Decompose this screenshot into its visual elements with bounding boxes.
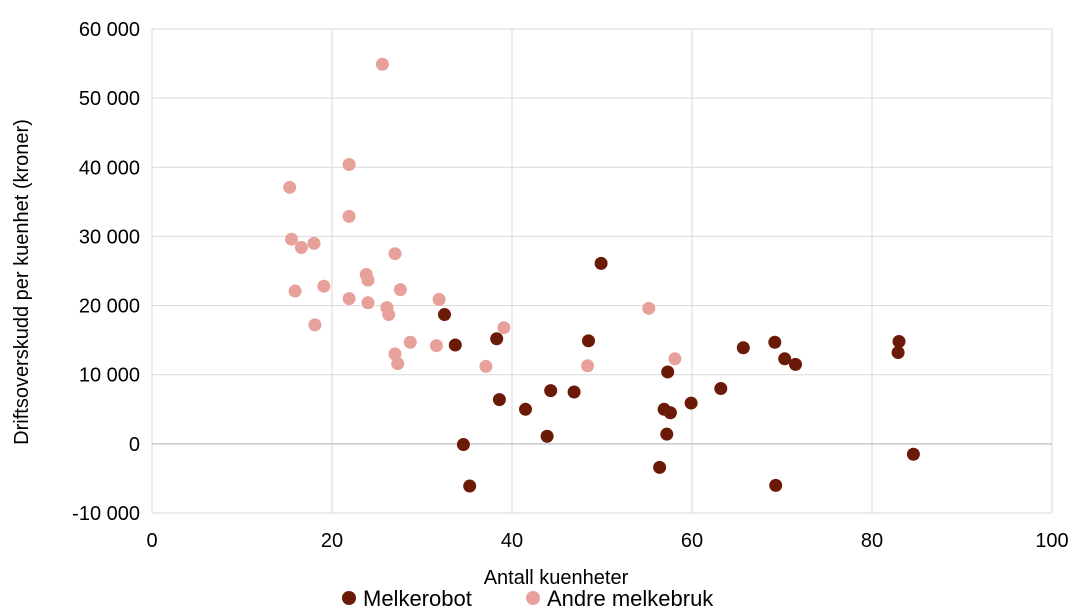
point-melkerobot	[594, 256, 608, 270]
point-andre-melkebruk	[361, 273, 375, 287]
point-melkerobot	[769, 478, 783, 492]
point-melkerobot	[456, 438, 470, 452]
legend-label-andre-melkebruk: Andre melkebruk	[547, 586, 714, 608]
point-andre-melkebruk	[342, 292, 356, 306]
point-andre-melkebruk	[479, 359, 493, 373]
point-melkerobot	[492, 393, 506, 407]
point-melkerobot	[519, 402, 532, 416]
point-melkerobot	[778, 352, 792, 366]
x-tick-label: 60	[681, 530, 703, 552]
point-melkerobot	[892, 335, 906, 349]
point-melkerobot	[653, 460, 667, 474]
point-andre-melkebruk	[317, 279, 331, 293]
legend-label-melkerobot: Melkerobot	[363, 586, 472, 608]
point-andre-melkebruk	[432, 292, 446, 306]
data-points	[283, 57, 920, 493]
point-andre-melkebruk	[308, 318, 322, 332]
y-axis-tick-labels: -10 000 0 10 000 20 000 30 000 40 000 50 000 60…	[72, 19, 140, 525]
y-tick-label: 60 000	[79, 19, 140, 41]
point-andre-melkebruk	[288, 284, 302, 298]
x-tick-label: 100	[1035, 530, 1068, 552]
x-tick-label: 80	[861, 530, 883, 552]
point-melkerobot	[463, 479, 477, 493]
point-andre-melkebruk	[294, 240, 308, 254]
y-tick-label: 40 000	[79, 157, 140, 179]
point-andre-melkebruk	[393, 283, 407, 297]
point-melkerobot	[789, 357, 802, 371]
point-andre-melkebruk	[342, 158, 356, 172]
point-andre-melkebruk	[391, 357, 405, 371]
point-andre-melkebruk	[361, 296, 375, 310]
x-tick-label: 0	[146, 530, 157, 552]
point-andre-melkebruk	[581, 359, 595, 373]
point-melkerobot	[582, 334, 595, 348]
x-tick-label: 20	[321, 530, 343, 552]
x-tick-label: 40	[501, 530, 523, 552]
point-melkerobot	[768, 335, 782, 349]
point-melkerobot	[663, 406, 677, 420]
point-andre-melkebruk	[403, 335, 417, 349]
point-andre-melkebruk	[283, 180, 297, 194]
point-andre-melkebruk	[382, 308, 396, 322]
point-andre-melkebruk	[342, 209, 356, 223]
x-axis-tick-labels: 0 20 40 60 80 100	[146, 530, 1068, 552]
point-melkerobot	[660, 427, 674, 441]
point-melkerobot	[684, 396, 698, 410]
gridlines	[151, 28, 1053, 514]
y-tick-label: 50 000	[79, 88, 140, 110]
point-andre-melkebruk	[668, 352, 682, 366]
point-melkerobot	[490, 332, 504, 346]
legend-marker-andre-melkebruk	[526, 591, 540, 605]
point-andre-melkebruk	[307, 236, 321, 250]
y-tick-label: -10 000	[72, 503, 140, 525]
point-melkerobot	[448, 338, 462, 352]
point-melkerobot	[714, 382, 728, 396]
point-andre-melkebruk	[285, 232, 298, 246]
point-andre-melkebruk	[388, 247, 402, 261]
point-andre-melkebruk	[642, 301, 656, 315]
point-andre-melkebruk	[497, 321, 511, 335]
point-melkerobot	[438, 308, 451, 322]
point-melkerobot	[540, 429, 554, 443]
point-melkerobot	[891, 346, 905, 360]
legend-marker-melkerobot	[342, 591, 356, 605]
y-axis-title: Driftsoverskudd per kuenhet (kroner)	[11, 119, 33, 445]
y-tick-label: 20 000	[79, 296, 140, 318]
legend: Melkerobot Andre melkebruk	[342, 586, 714, 608]
point-melkerobot	[544, 384, 558, 398]
y-tick-label: 0	[129, 434, 140, 456]
point-melkerobot	[906, 447, 920, 461]
point-melkerobot	[736, 341, 750, 355]
y-tick-label: 10 000	[79, 365, 140, 387]
x-axis-title: Antall kuenheter	[484, 567, 629, 589]
point-andre-melkebruk	[375, 57, 389, 71]
point-andre-melkebruk	[429, 339, 443, 353]
point-melkerobot	[661, 365, 675, 379]
y-tick-label: 30 000	[79, 226, 140, 248]
point-melkerobot	[567, 385, 581, 399]
